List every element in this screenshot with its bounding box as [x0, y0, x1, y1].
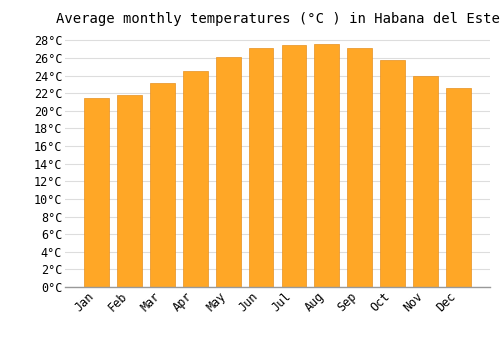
Bar — [183, 71, 208, 287]
Bar — [413, 76, 438, 287]
Bar — [348, 48, 372, 287]
Bar — [150, 84, 174, 287]
Bar — [380, 60, 405, 287]
Bar — [84, 98, 109, 287]
Bar — [248, 48, 274, 287]
Bar — [446, 88, 470, 287]
Bar — [216, 57, 240, 287]
Bar — [282, 45, 306, 287]
Bar — [314, 44, 339, 287]
Title: Average monthly temperatures (°C ) in Habana del Este: Average monthly temperatures (°C ) in Ha… — [56, 12, 500, 26]
Bar — [117, 95, 142, 287]
